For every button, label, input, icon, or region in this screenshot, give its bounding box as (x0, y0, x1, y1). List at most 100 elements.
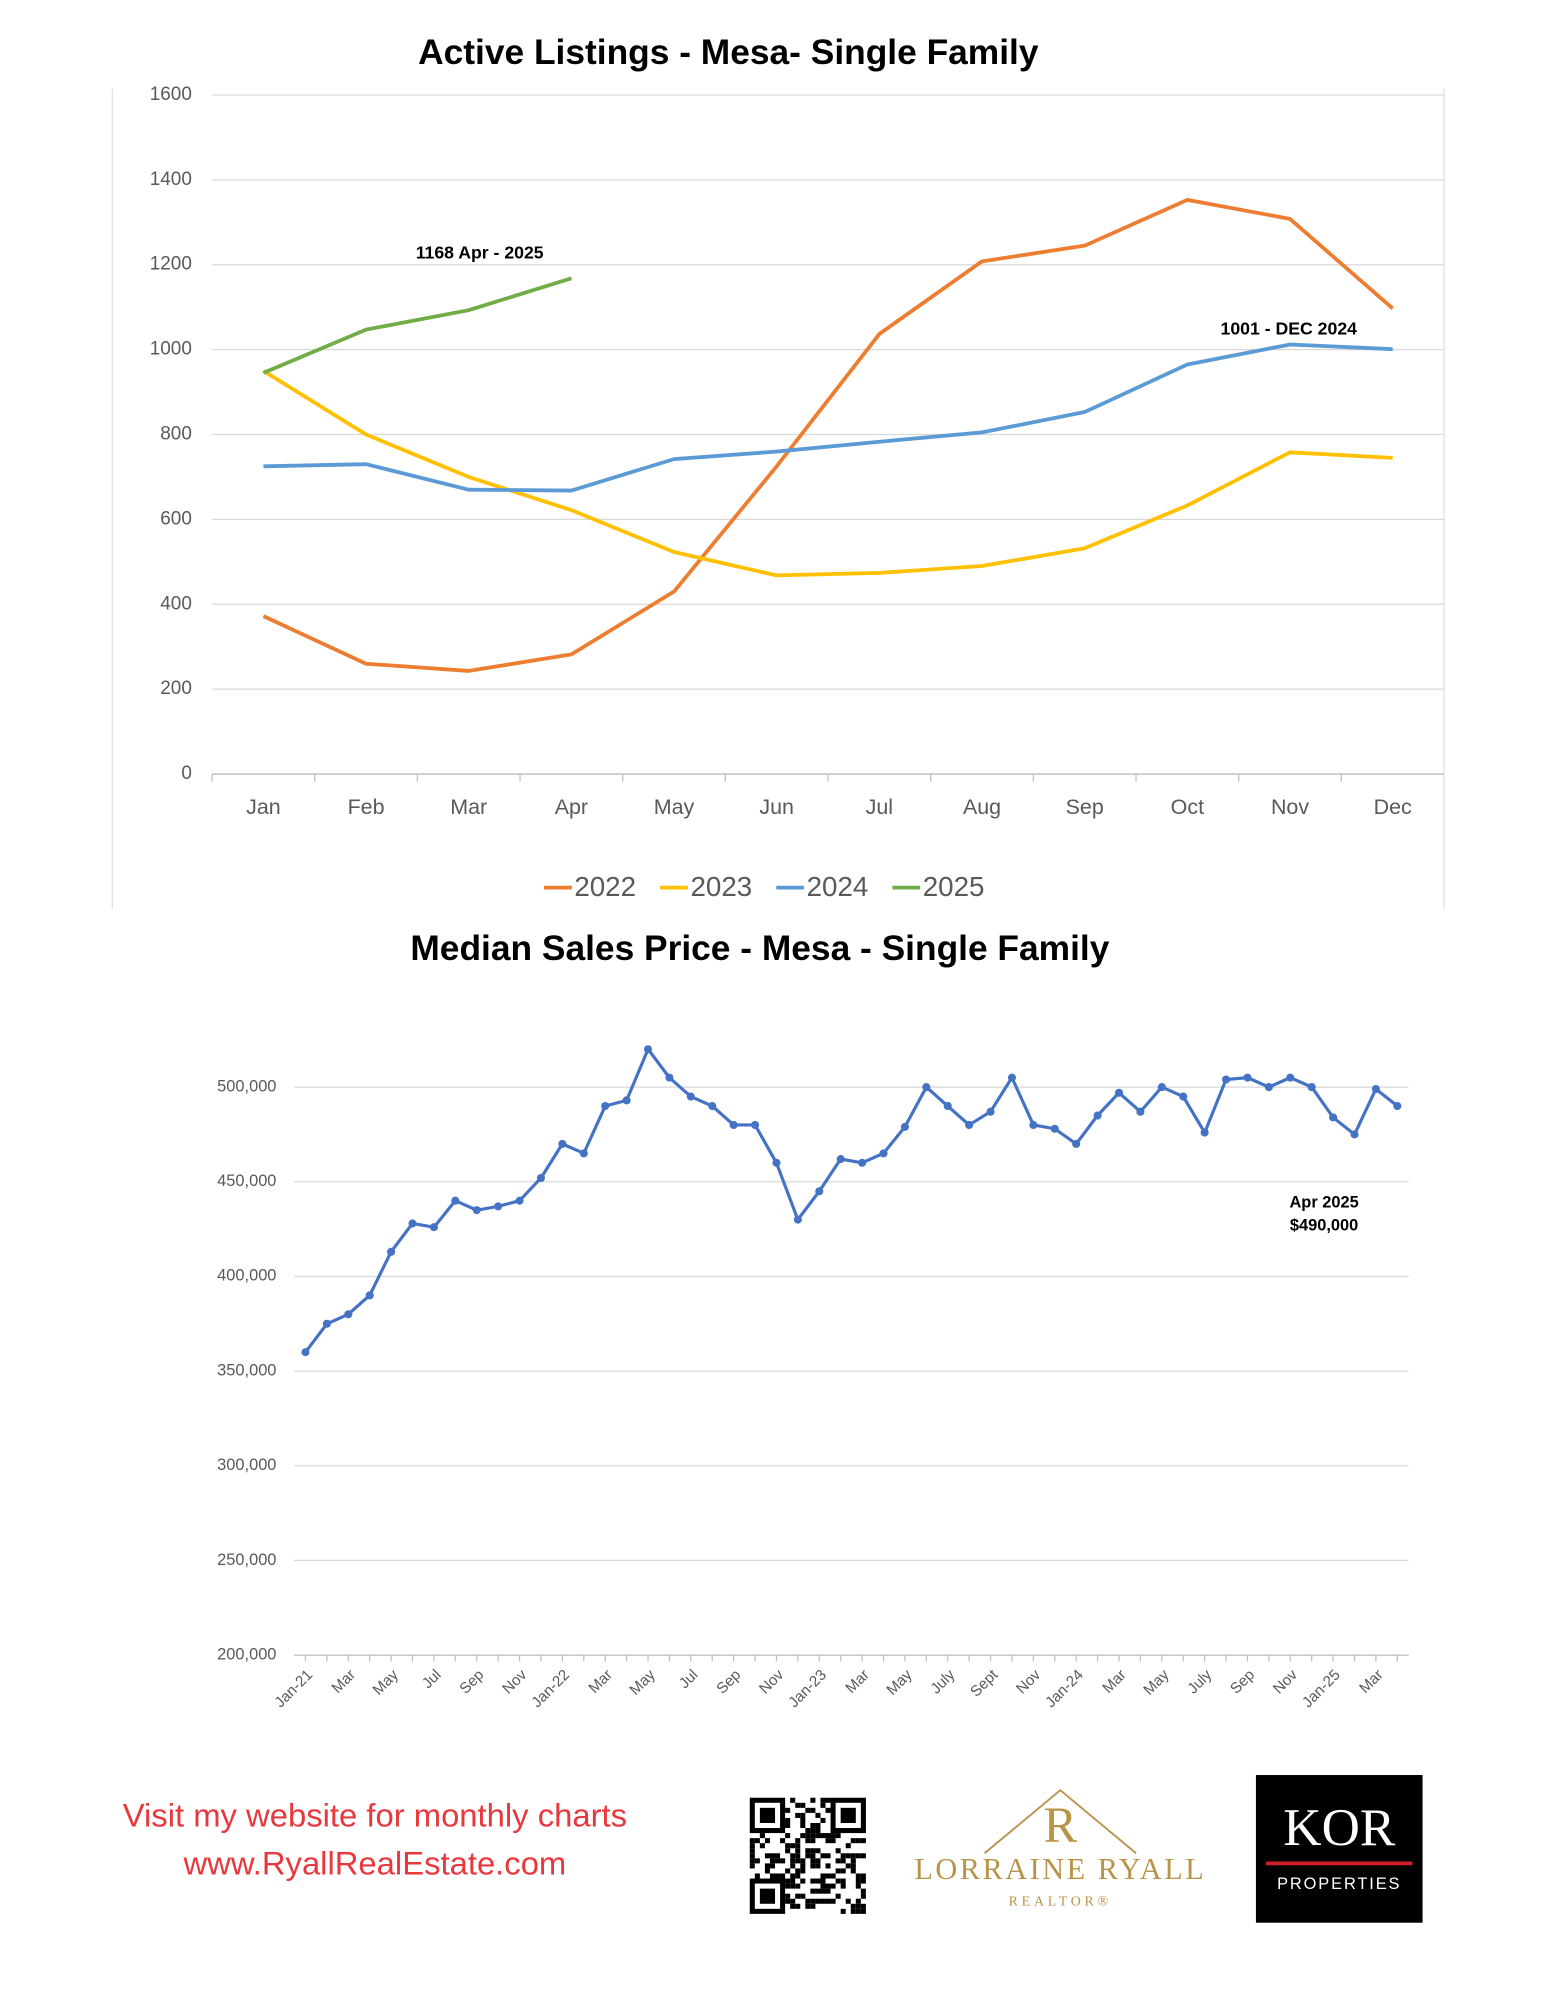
qr-cell (785, 1833, 791, 1839)
qr-cell (780, 1858, 786, 1864)
qr-cell (800, 1868, 806, 1874)
y-tick-label: 400,000 (217, 1267, 276, 1285)
annotation: $490,000 (1290, 1216, 1358, 1234)
data-point (643, 1045, 653, 1054)
x-tick-label: Jun (759, 795, 794, 819)
data-point (815, 1187, 824, 1196)
annotation: 1168 Apr - 2025 (416, 243, 544, 263)
y-tick-label: 600 (160, 508, 192, 529)
qr-cell (860, 1888, 866, 1894)
qr-cell (810, 1807, 816, 1813)
qr-cell (795, 1858, 801, 1864)
qr-cell (795, 1883, 801, 1889)
qr-cell (840, 1853, 846, 1859)
qr-cell (835, 1893, 841, 1899)
qr-cell (825, 1888, 831, 1894)
qr-cell (795, 1853, 801, 1859)
qr-cell (764, 1868, 770, 1874)
qr-cell (769, 1858, 776, 1864)
qr-cell (850, 1863, 856, 1869)
data-point (365, 1291, 374, 1300)
data-point (387, 1247, 396, 1256)
qr-cell (830, 1833, 836, 1839)
data-point (1007, 1073, 1016, 1082)
qr-cell (855, 1908, 861, 1914)
qr-cell (800, 1802, 806, 1808)
qr-finder (749, 1878, 786, 1914)
qr-cell (820, 1873, 826, 1879)
logo-brand: LORRAINE RYALL (914, 1852, 1206, 1886)
qr-cell (850, 1868, 856, 1874)
qr-cell (785, 1893, 791, 1899)
qr-cell (815, 1888, 821, 1894)
qr-cell (840, 1868, 846, 1874)
legend-label: 2025 (923, 871, 985, 902)
qr-cell (785, 1807, 791, 1813)
qr-cell (825, 1833, 831, 1839)
qr-cell (850, 1903, 856, 1909)
y-tick-label: 1200 (150, 254, 192, 275)
qr-cell (749, 1858, 755, 1864)
data-point (322, 1319, 331, 1328)
data-point (1072, 1139, 1081, 1148)
y-tick-label: 200,000 (217, 1645, 276, 1663)
qr-cell (855, 1898, 861, 1904)
qr-cell (815, 1812, 821, 1818)
qr-cell (855, 1873, 861, 1879)
y-tick-label: 300,000 (217, 1456, 276, 1474)
y-tick-label: 350,000 (217, 1361, 276, 1379)
qr-cell (825, 1797, 831, 1803)
qr-cell (825, 1883, 831, 1889)
data-point (494, 1202, 503, 1211)
qr-cell (805, 1903, 811, 1909)
qr-cell (835, 1878, 841, 1884)
qr-cell (805, 1807, 811, 1813)
qr-cell (855, 1883, 861, 1889)
annotation: Apr 2025 (1289, 1194, 1358, 1212)
qr-cell (795, 1893, 801, 1899)
series-line (263, 342, 1393, 493)
data-point (579, 1149, 588, 1158)
data-point (686, 1092, 695, 1101)
qr-cell (830, 1883, 836, 1889)
qr-cell (800, 1893, 806, 1899)
qr-cell (790, 1797, 796, 1803)
qr-cell (749, 1848, 755, 1854)
data-point (922, 1083, 931, 1092)
series-line (304, 1047, 1399, 1354)
qr-cell (835, 1848, 841, 1854)
qr-cell (820, 1888, 826, 1894)
qr-cell (820, 1833, 826, 1839)
qr-cell (800, 1812, 806, 1818)
x-tick-label: Feb (348, 795, 385, 819)
qr-cell (820, 1853, 826, 1859)
footer-text: Visit my website for monthly charts (123, 1797, 627, 1834)
qr-cell (805, 1838, 811, 1844)
qr-cell (830, 1838, 836, 1844)
data-point (536, 1173, 546, 1183)
qr-cell (754, 1873, 760, 1879)
series-line (262, 197, 1394, 673)
data-point (1157, 1083, 1166, 1092)
qr-cell (815, 1848, 821, 1854)
qr-cell (785, 1868, 791, 1874)
data-point (1264, 1083, 1273, 1092)
qr-cell (805, 1828, 811, 1834)
qr-cell (855, 1838, 861, 1844)
qr-cell (795, 1873, 801, 1879)
qr-cell (795, 1802, 801, 1808)
qr-cell (835, 1868, 841, 1874)
series-line (262, 276, 572, 375)
qr-cell (759, 1833, 765, 1839)
kor-sub: PROPERTIES (1277, 1875, 1401, 1893)
qr-cell (810, 1822, 816, 1829)
qr-cell (785, 1883, 791, 1889)
qr-cell (795, 1812, 801, 1818)
data-point (1093, 1111, 1102, 1120)
qr-cell (749, 1863, 755, 1869)
qr-cell (840, 1858, 846, 1864)
x-tick-label: Dec (1374, 795, 1412, 819)
qr-cell (840, 1878, 846, 1884)
data-point (1307, 1083, 1316, 1092)
